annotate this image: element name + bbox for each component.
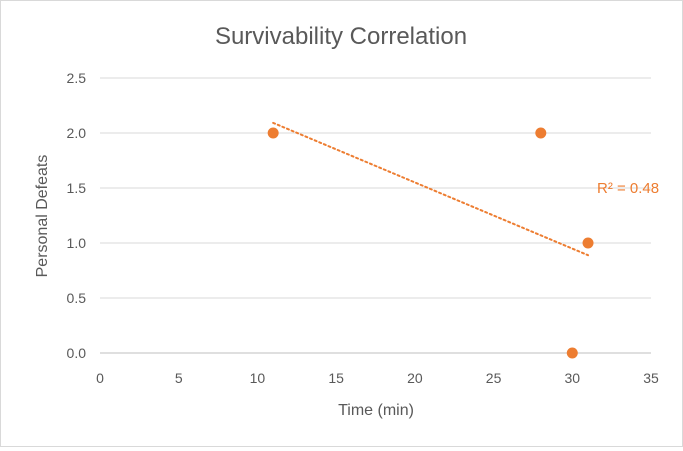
trendline-group: R² = 0.48 <box>272 121 659 257</box>
x-tick-label: 10 <box>250 370 266 386</box>
data-point <box>535 127 547 139</box>
chart-title: Survivability Correlation <box>215 23 467 50</box>
x-tick-label: 35 <box>643 370 659 386</box>
y-tick-label: 1.5 <box>67 180 87 196</box>
y-tick-label: 2.5 <box>67 70 87 86</box>
y-axis-tick-labels: 0.0 0.5 1.0 1.5 2.0 2.5 <box>67 70 87 361</box>
data-point <box>566 347 578 359</box>
x-tick-label: 25 <box>486 370 502 386</box>
data-point <box>267 127 279 139</box>
x-axis-tick-labels: 0 5 10 15 20 25 30 35 <box>96 370 659 386</box>
data-point <box>582 237 594 249</box>
y-tick-label: 0.5 <box>67 290 87 306</box>
y-tick-label: 0.0 <box>67 345 87 361</box>
x-tick-label: 5 <box>175 370 183 386</box>
x-tick-label: 30 <box>564 370 580 386</box>
trendline <box>272 121 590 257</box>
gridlines <box>100 77 651 354</box>
y-tick-label: 1.0 <box>67 235 87 251</box>
y-axis-label: Personal Defeats <box>34 155 51 278</box>
r-squared-label: R² = 0.48 <box>597 180 659 197</box>
data-points <box>267 127 594 359</box>
x-axis-label: Time (min) <box>338 402 414 419</box>
x-tick-label: 15 <box>328 370 344 386</box>
x-tick-label: 20 <box>407 370 423 386</box>
x-tick-label: 0 <box>96 370 104 386</box>
y-tick-label: 2.0 <box>67 125 87 141</box>
